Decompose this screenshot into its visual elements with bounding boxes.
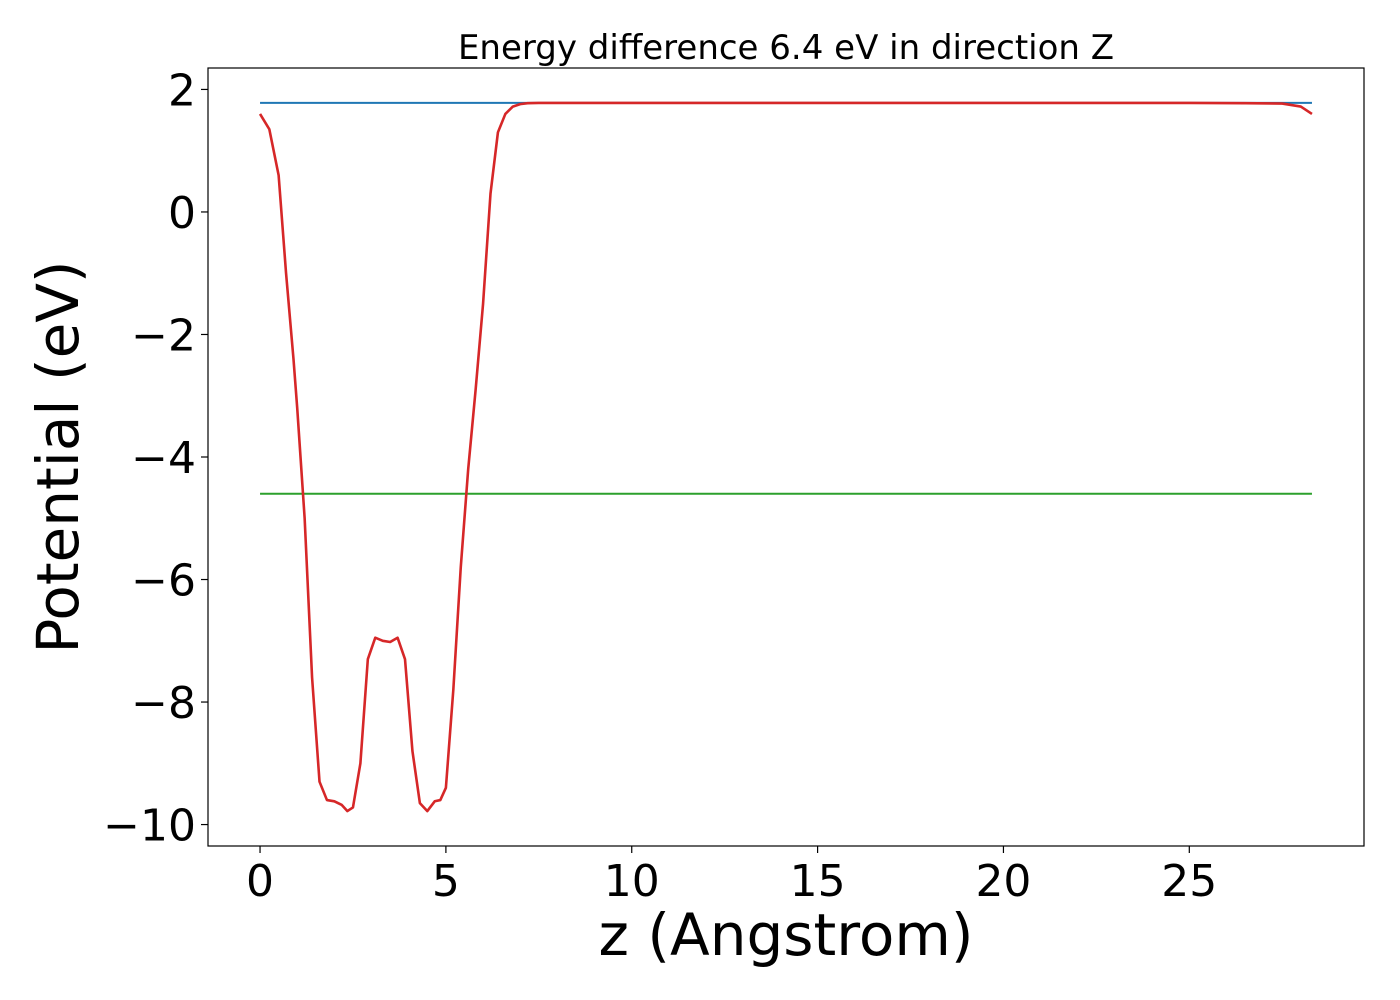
y-tick-label: −10 (103, 801, 196, 852)
x-tick-label: 20 (975, 856, 1031, 907)
y-tick-label: 0 (168, 188, 196, 239)
series-layer (258, 101, 1313, 813)
y-tick-label: −2 (131, 310, 196, 361)
x-axis-label: z (Angstrom) (599, 901, 974, 969)
x-axis: 0 5 10 15 20 25 (246, 846, 1217, 907)
y-tick-label: −4 (131, 433, 196, 484)
y-axis: 2 0 −2 −4 −6 −8 −10 (103, 65, 208, 852)
x-tick-label: 5 (432, 856, 460, 907)
y-tick-label: −6 (131, 556, 196, 607)
x-tick-label: 15 (790, 856, 846, 907)
x-tick-label: 0 (246, 856, 274, 907)
series-line-potential (258, 101, 1313, 813)
plot-area (207, 67, 1365, 847)
x-tick-label: 25 (1161, 856, 1217, 907)
chart-title: Energy difference 6.4 eV in direction Z (458, 28, 1114, 68)
x-tick-label: 10 (604, 856, 660, 907)
y-axis-label: Potential (eV) (24, 260, 92, 653)
y-tick-label: 2 (168, 65, 196, 116)
y-tick-label: −8 (131, 678, 196, 729)
